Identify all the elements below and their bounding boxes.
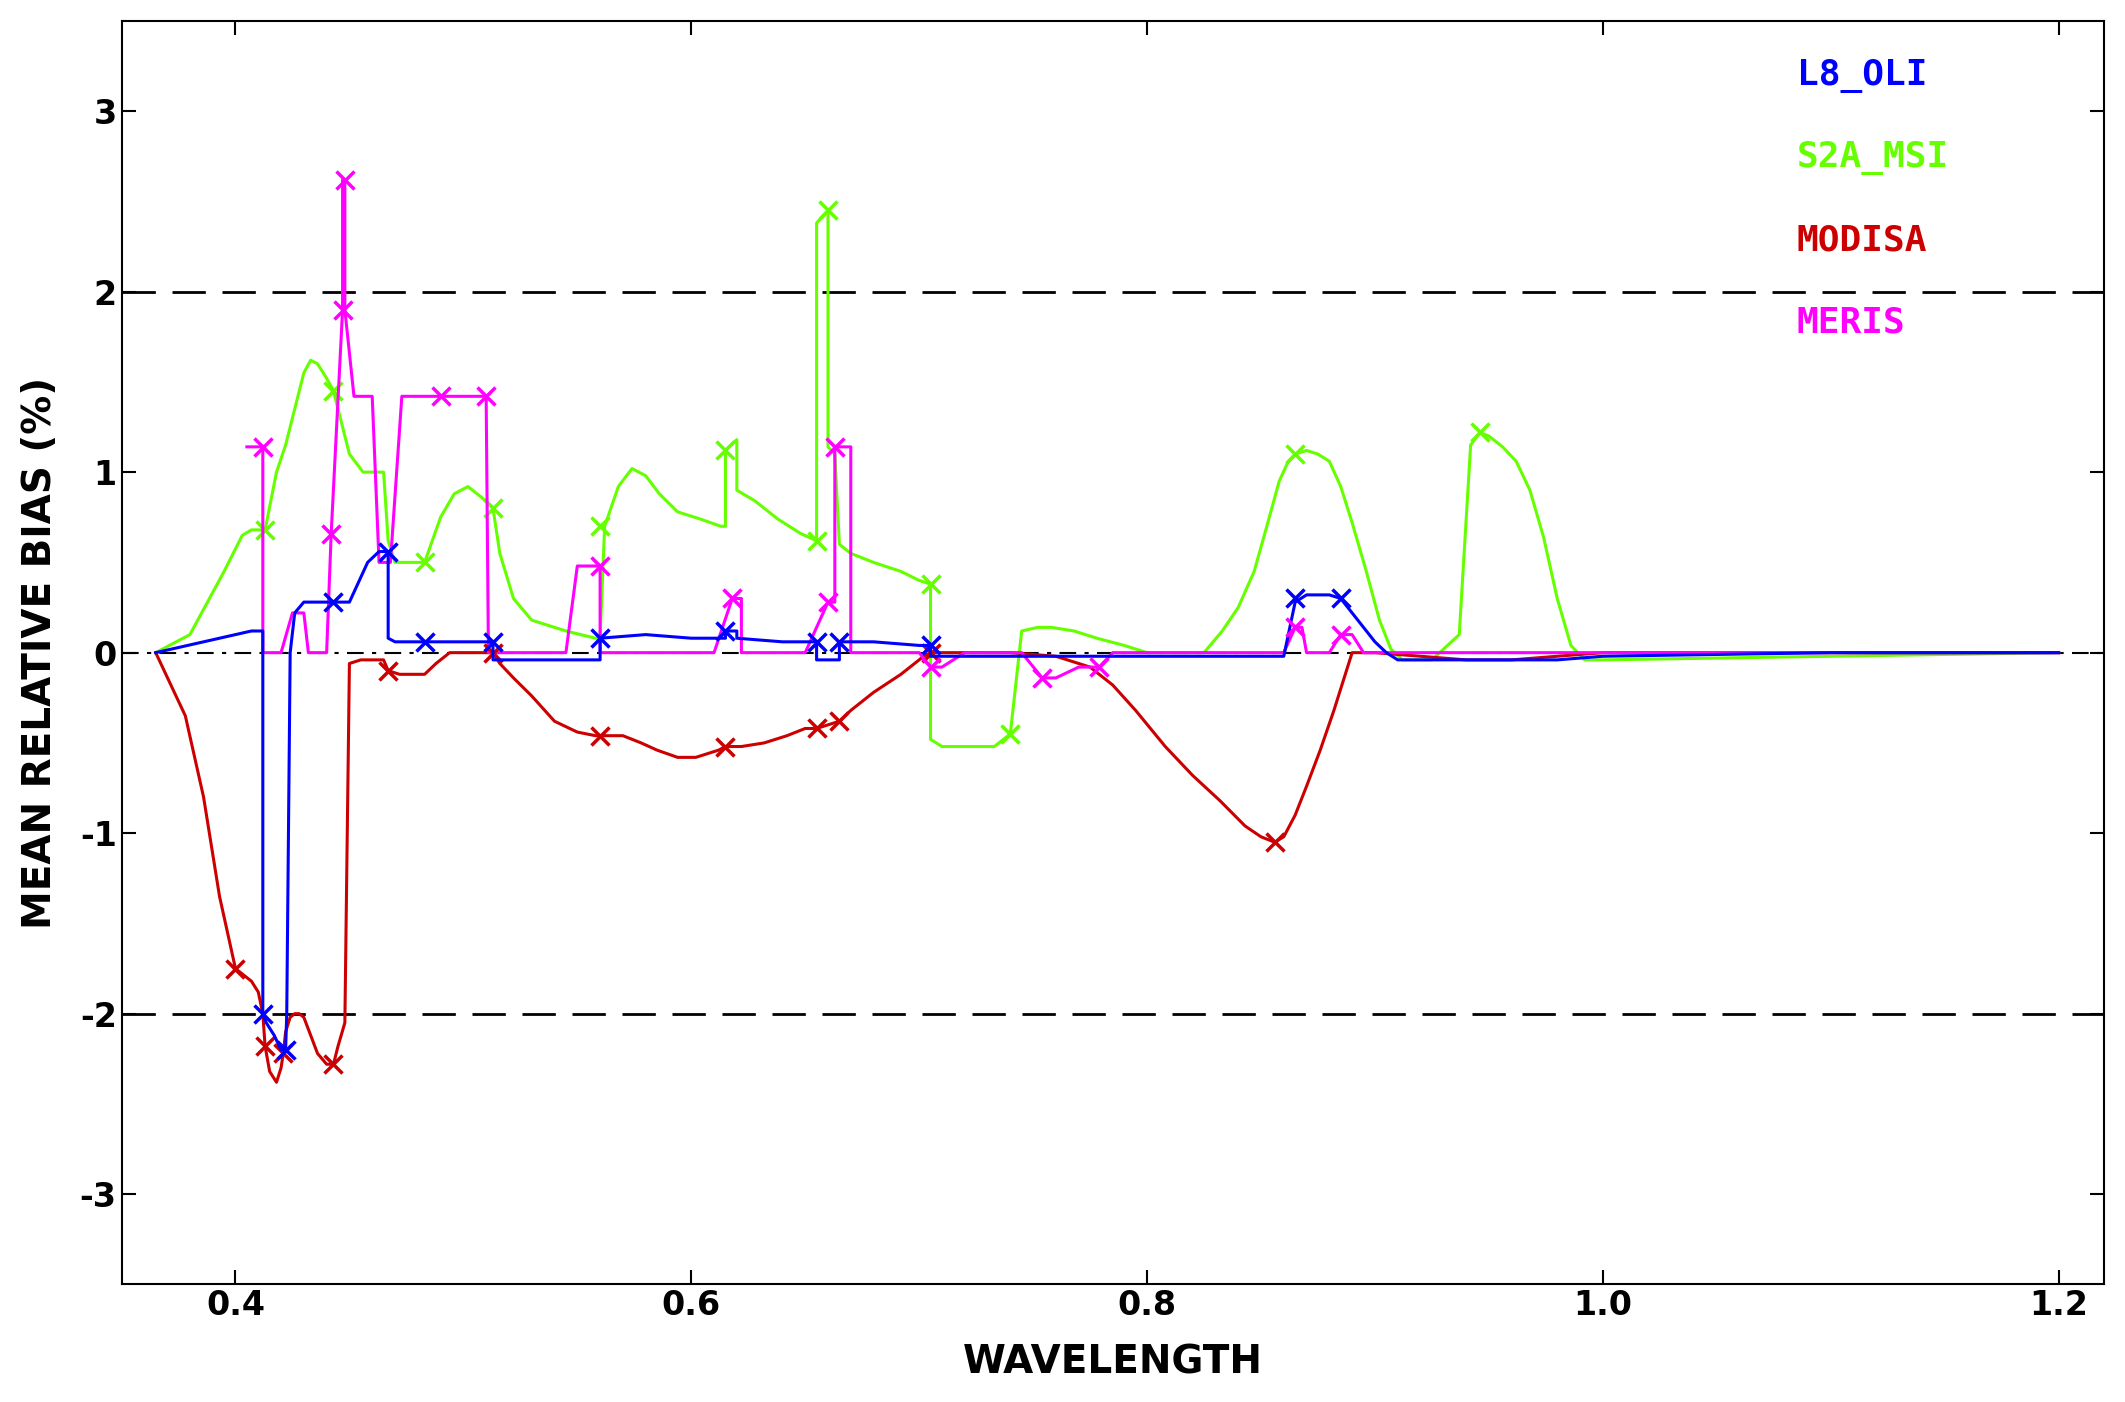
Text: L8_OLI: L8_OLI — [1798, 59, 1927, 93]
Text: MERIS: MERIS — [1798, 306, 1906, 339]
X-axis label: WAVELENGTH: WAVELENGTH — [963, 1343, 1262, 1381]
Text: S2A_MSI: S2A_MSI — [1798, 140, 1949, 175]
Y-axis label: MEAN RELATIVE BIAS (%): MEAN RELATIVE BIAS (%) — [21, 377, 60, 928]
Text: MODISA: MODISA — [1798, 223, 1927, 257]
